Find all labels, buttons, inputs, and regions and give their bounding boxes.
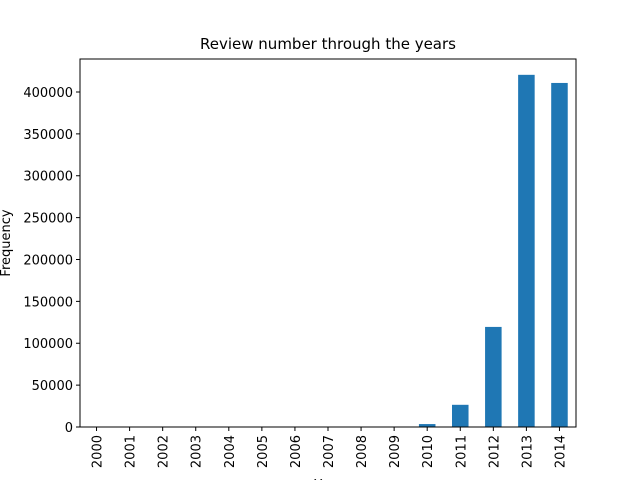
y-tick-label: 150000 [23, 295, 73, 310]
y-tick-label: 50000 [32, 379, 73, 394]
x-tick-label: 2006 [289, 435, 304, 468]
plot-frame [79, 58, 577, 428]
bar [551, 82, 568, 427]
y-tick-label: 100000 [23, 337, 73, 352]
y-axis-label: Frequency [0, 209, 14, 276]
x-tick-label: 2007 [322, 435, 337, 468]
bar [418, 424, 436, 427]
x-tick-label: 2012 [487, 435, 502, 468]
x-tick-label: 2002 [157, 435, 172, 468]
x-tick-label: 2010 [421, 435, 436, 468]
y-tick-label: 400000 [23, 86, 73, 101]
x-tick-label: 2011 [454, 435, 469, 468]
x-tick-label: 2014 [553, 435, 568, 468]
x-tick-label: 2008 [355, 435, 370, 468]
y-tick-label: 250000 [23, 212, 73, 227]
x-tick-label: 2005 [256, 435, 271, 468]
x-tick-label: 2000 [91, 435, 106, 468]
x-tick-label: 2003 [190, 435, 205, 468]
y-tick-label: 0 [65, 421, 73, 436]
x-tick-label: 2013 [520, 435, 535, 468]
bar [485, 326, 502, 427]
x-tick-label: 2009 [388, 435, 403, 468]
y-tick-label: 300000 [23, 170, 73, 185]
y-tick-label: 200000 [23, 253, 73, 268]
y-tick-label: 350000 [23, 128, 73, 143]
bar [452, 404, 469, 427]
chart-title: Review number through the years [200, 35, 456, 53]
x-axis-label: Year [313, 478, 342, 480]
bar [518, 74, 535, 427]
x-tick-label: 2004 [223, 435, 238, 468]
x-tick-label: 2001 [124, 435, 139, 468]
